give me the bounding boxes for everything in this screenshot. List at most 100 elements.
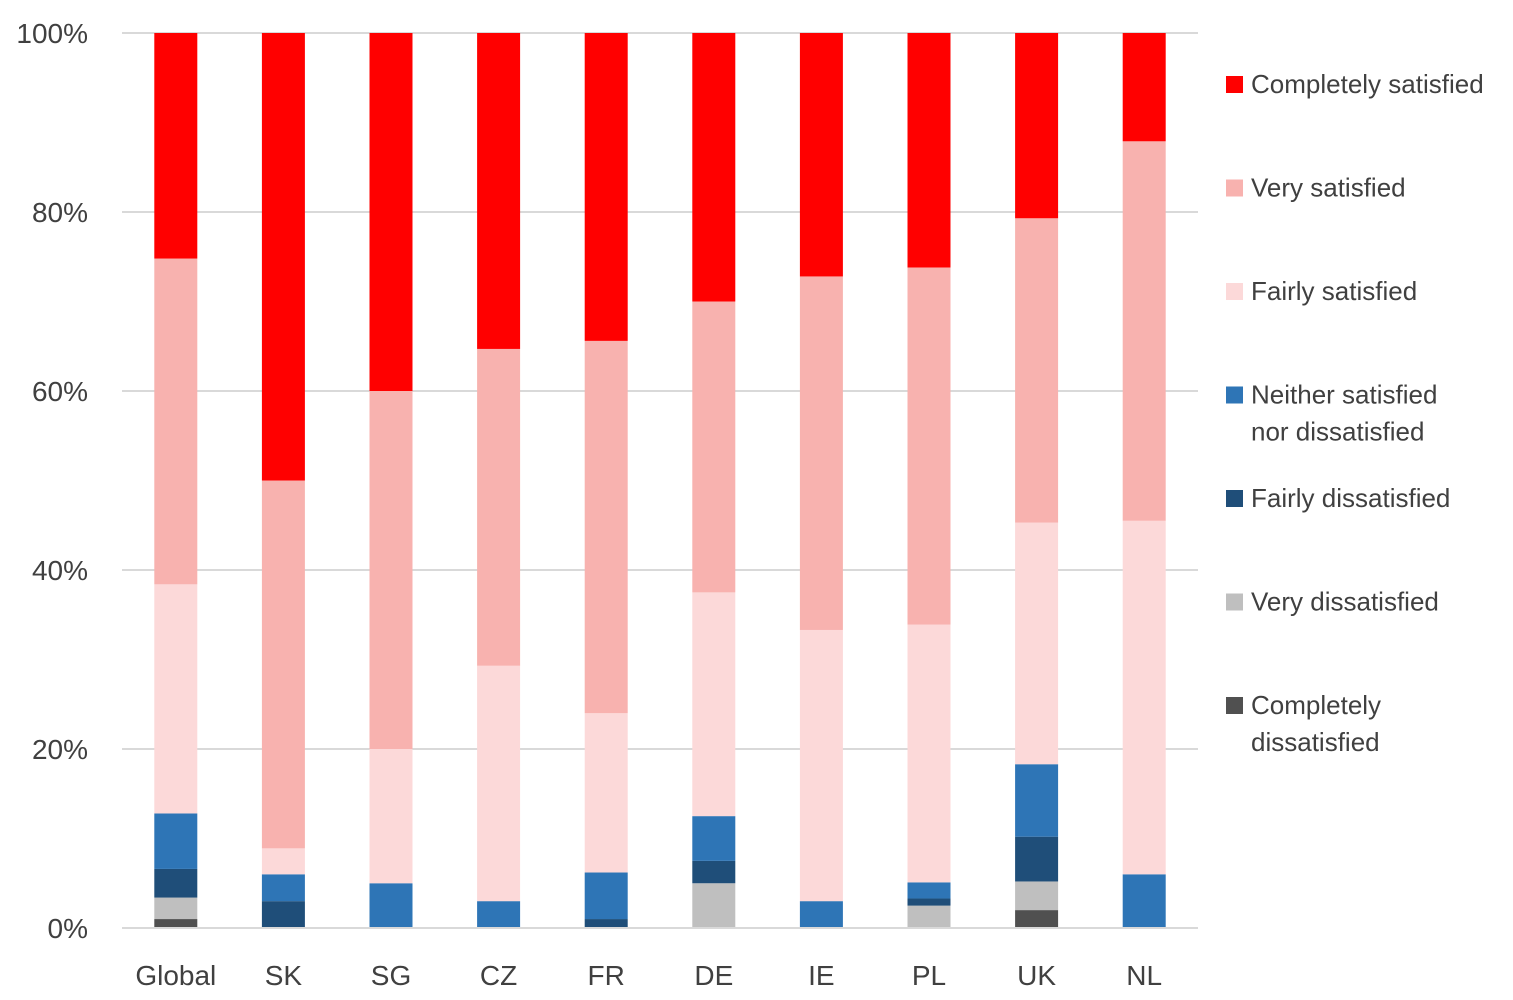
y-tick-label: 100%: [16, 18, 88, 49]
bar-stack-sg: [369, 33, 413, 928]
bar-segment: [369, 391, 413, 749]
bar-stack-nl: [1122, 33, 1166, 928]
bar-segment: [907, 33, 951, 268]
axes: 0% 20% 40% 60% 80% 100% Global SK SG CZ FR DE IE PL UK…: [16, 18, 1198, 991]
bar-stack-fr: [584, 33, 628, 928]
bar-stack-de: [692, 33, 736, 928]
y-tick-label: 80%: [32, 197, 88, 228]
legend-label: Neither satisfied: [1251, 380, 1437, 410]
bar-segment: [1122, 141, 1166, 521]
bar-segment: [477, 901, 521, 928]
bar-segment: [154, 258, 198, 585]
y-tick-label: 40%: [32, 555, 88, 586]
legend-swatch: [1226, 593, 1243, 611]
x-tick-label: UK: [1017, 960, 1056, 991]
bar-stack-global: [154, 33, 198, 928]
bar-segment: [1015, 881, 1059, 911]
bar-segment: [907, 624, 951, 883]
bar-segment: [692, 816, 736, 861]
legend-item: Completely dissatisfied: [1226, 690, 1381, 757]
y-tick-label: 60%: [32, 376, 88, 407]
legend: Completely satisfied Very satisfied Fairly…: [1226, 69, 1484, 757]
legend-item: Completely satisfied: [1226, 69, 1484, 99]
bar-segment: [369, 749, 413, 884]
y-tick-label: 20%: [32, 734, 88, 765]
y-tick-label: 0%: [48, 913, 88, 944]
x-tick-label: SG: [371, 960, 411, 991]
bar-segment: [154, 33, 198, 259]
bar-stack-uk: [1015, 33, 1059, 928]
bar-segment: [907, 267, 951, 625]
legend-label: nor dissatisfied: [1251, 417, 1424, 447]
bar-segment: [907, 905, 951, 928]
bar-stack-pl: [907, 33, 951, 928]
bar-segment: [584, 713, 628, 873]
legend-swatch: [1226, 283, 1243, 300]
bar-segment: [261, 874, 305, 902]
bar-segment: [584, 872, 628, 920]
bar-segment: [1122, 33, 1166, 142]
bar-segment: [907, 882, 951, 899]
bar-segment: [1015, 33, 1059, 219]
legend-swatch: [1226, 697, 1243, 714]
legend-item: Fairly dissatisfied: [1226, 483, 1450, 513]
bar-segment: [799, 629, 843, 902]
legend-label: Completely: [1251, 690, 1381, 720]
bar-segment: [1015, 836, 1059, 882]
bar-segment: [799, 276, 843, 630]
legend-item: Neither satisfied nor dissatisfied: [1226, 380, 1437, 447]
x-tick-label: IE: [808, 960, 834, 991]
bar-segment: [154, 897, 198, 920]
bar-segment: [477, 665, 521, 902]
bar-segment: [1015, 764, 1059, 837]
bar-segment: [584, 340, 628, 714]
legend-swatch: [1226, 386, 1243, 404]
bar-segment: [1015, 910, 1059, 928]
bar-segment: [477, 348, 521, 666]
legend-label: dissatisfied: [1251, 727, 1380, 757]
x-tick-label: PL: [912, 960, 946, 991]
bar-segment: [369, 883, 413, 928]
legend-label: Very dissatisfied: [1251, 587, 1439, 617]
bar-segment: [799, 901, 843, 928]
bar-segment: [692, 301, 736, 593]
legend-item: Fairly satisfied: [1226, 276, 1417, 306]
bar-segment: [1015, 522, 1059, 765]
bar-stack-cz: [477, 33, 521, 928]
bar-segment: [261, 848, 305, 875]
x-tick-label: CZ: [480, 960, 517, 991]
legend-swatch: [1226, 179, 1243, 197]
bars: [154, 33, 1166, 928]
bar-segment: [261, 901, 305, 928]
bar-segment: [477, 33, 521, 349]
legend-label: Fairly satisfied: [1251, 276, 1417, 306]
bar-segment: [154, 919, 198, 928]
legend-label: Very satisfied: [1251, 173, 1406, 203]
x-tick-label: Global: [135, 960, 216, 991]
legend-swatch: [1226, 76, 1243, 93]
bar-segment: [261, 33, 305, 481]
bar-segment: [907, 898, 951, 906]
bar-segment: [692, 33, 736, 302]
bar-segment: [261, 480, 305, 849]
bar-segment: [692, 860, 736, 884]
bar-stack-sk: [261, 33, 305, 928]
legend-swatch: [1226, 490, 1243, 507]
bar-segment: [584, 919, 628, 928]
bar-segment: [692, 592, 736, 817]
legend-label: Completely satisfied: [1251, 69, 1484, 99]
bar-segment: [584, 33, 628, 341]
bar-segment: [1122, 874, 1166, 928]
bar-segment: [1015, 218, 1059, 523]
bar-segment: [154, 584, 198, 814]
bar-segment: [1122, 520, 1166, 875]
bar-segment: [369, 33, 413, 391]
bar-segment: [799, 33, 843, 277]
x-tick-label: DE: [694, 960, 733, 991]
x-tick-label: SK: [265, 960, 303, 991]
bar-segment: [692, 883, 736, 928]
bar-stack-ie: [799, 33, 843, 928]
legend-label: Fairly dissatisfied: [1251, 483, 1450, 513]
